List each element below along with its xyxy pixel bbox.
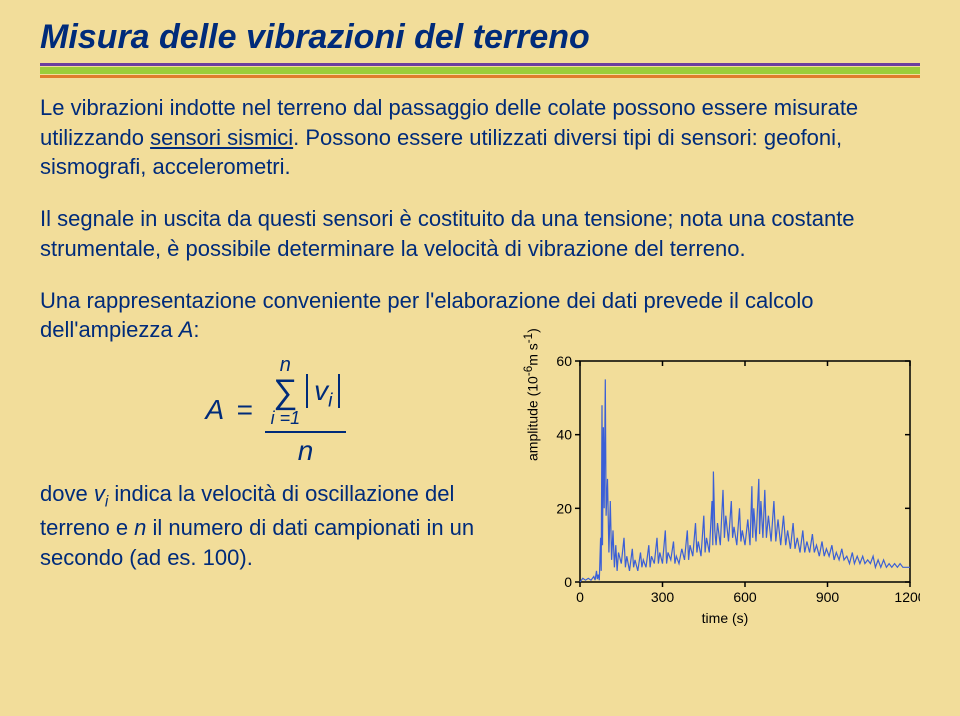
p1-underline: sensori sismici (150, 125, 293, 150)
svg-text:300: 300 (651, 589, 675, 605)
page-title: Misura delle vibrazioni del terreno (40, 18, 920, 57)
cap-a: dove (40, 481, 94, 506)
formula-A: A (206, 396, 225, 424)
p3-text: Una rappresentazione conveniente per l'e… (40, 288, 813, 343)
cap-n: n (134, 515, 146, 540)
x-axis-label: time (s) (530, 610, 920, 626)
title-rule (40, 63, 920, 79)
cap-v: v (94, 481, 105, 506)
p3-A: A (179, 317, 194, 342)
paragraph-3: Una rappresentazione conveniente per l'e… (40, 286, 920, 345)
formula: A = n ∑ i =1 vi (40, 355, 512, 465)
formula-eq: = (236, 396, 252, 424)
amplitude-chart: 020406003006009001200 amplitude (10-6m s… (530, 349, 920, 624)
sigma-icon: ∑ (273, 375, 297, 409)
formula-i-sub: i (328, 390, 332, 412)
formula-n-top: n (280, 355, 291, 375)
formula-n-bot: n (298, 433, 314, 465)
paragraph-2: Il segnale in uscita da questi sensori è… (40, 204, 920, 263)
formula-i1: i =1 (271, 409, 301, 427)
svg-text:1200: 1200 (894, 589, 920, 605)
svg-text:40: 40 (556, 427, 572, 443)
formula-caption: dove vi indica la velocità di oscillazio… (40, 479, 512, 573)
paragraph-1: Le vibrazioni indotte nel terreno dal pa… (40, 93, 920, 182)
p3-colon: : (193, 317, 199, 342)
formula-v: v (314, 375, 328, 406)
svg-text:900: 900 (816, 589, 840, 605)
svg-text:0: 0 (564, 574, 572, 590)
svg-text:0: 0 (576, 589, 584, 605)
svg-text:600: 600 (733, 589, 757, 605)
svg-text:60: 60 (556, 353, 572, 369)
y-axis-label: amplitude (10-6m s-1) (522, 328, 541, 461)
svg-text:20: 20 (556, 500, 572, 516)
